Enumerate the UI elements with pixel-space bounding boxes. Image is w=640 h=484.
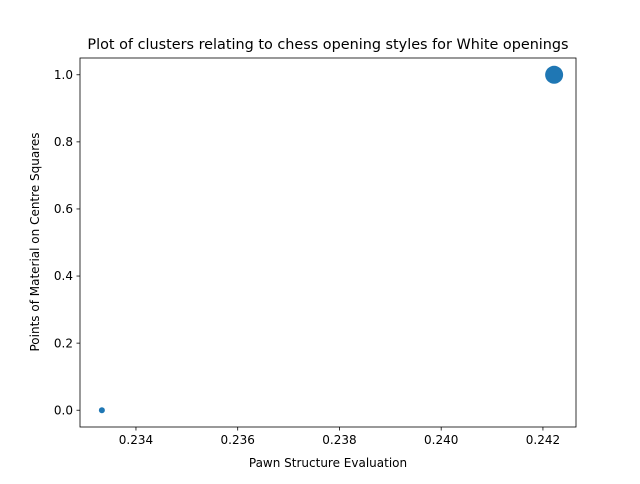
y-axis-ticks: 0.0 0.2 0.4 0.6 0.8 1.0 — [54, 68, 80, 417]
x-axis-label: Pawn Structure Evaluation — [249, 456, 407, 470]
y-tick-label: 0.2 — [54, 336, 73, 350]
x-tick-label: 0.236 — [221, 433, 255, 447]
y-tick-label: 1.0 — [54, 68, 73, 82]
y-axis-label: Points of Material on Centre Squares — [28, 132, 42, 351]
scatter-point — [545, 65, 564, 84]
y-tick-label: 0.0 — [54, 403, 73, 417]
data-points — [98, 65, 564, 414]
chart-title: Plot of clusters relating to chess openi… — [87, 37, 568, 53]
y-tick-label: 0.6 — [54, 202, 73, 216]
x-tick-label: 0.240 — [424, 433, 458, 447]
y-tick-label: 0.4 — [54, 269, 73, 283]
x-tick-label: 0.242 — [526, 433, 560, 447]
plot-frame — [79, 57, 577, 428]
y-tick-label: 0.8 — [54, 135, 73, 149]
plot-area — [79, 57, 577, 428]
x-tick-label: 0.238 — [322, 433, 356, 447]
scatter-point — [98, 407, 105, 414]
x-axis-ticks: 0.234 0.236 0.238 0.240 0.242 — [119, 427, 560, 447]
x-tick-label: 0.234 — [119, 433, 153, 447]
